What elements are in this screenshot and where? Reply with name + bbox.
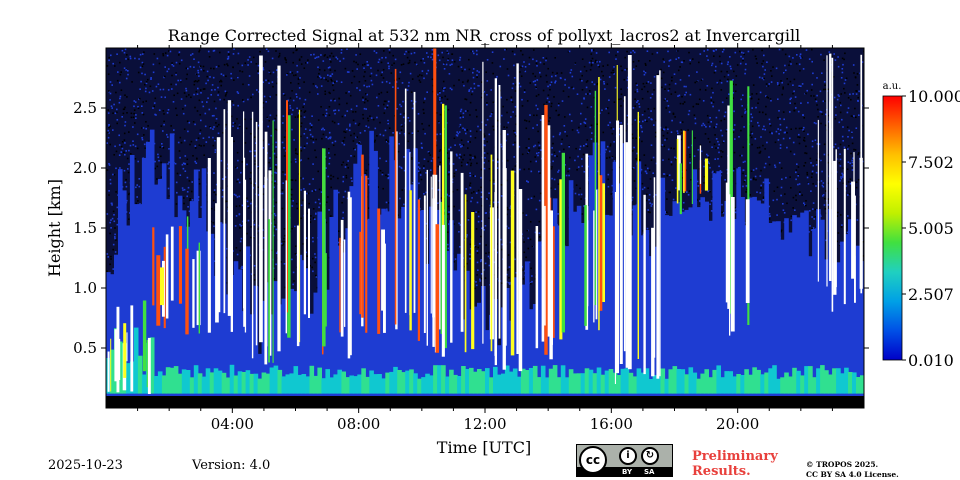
cloud-event-0 [107,300,151,394]
x-axis-label: Time [UTC] [437,438,531,457]
heatmap-layer [106,48,864,408]
x-tick-label: 08:00 [337,415,380,433]
axis-ticks: 04:00 08:00 12:00 16:00 20:00 0.5 1.0 1.5 2.0 2.5 [73,43,869,433]
preliminary-line-2: Results. [692,464,751,479]
y-tick-label: 2.0 [73,159,97,177]
cloud-event-5 [322,148,352,359]
x-tick-label: 20:00 [716,415,759,433]
by-label: BY [622,468,633,476]
x-tick-label: 04:00 [211,415,254,433]
colorbar-unit: a.u. [883,81,902,92]
cloud-event-9 [482,61,523,372]
chart-title: Range Corrected Signal at 532 nm NR_cros… [168,26,800,45]
y-tick-label: 0.5 [73,339,97,357]
cloud-event-4 [285,100,310,347]
preliminary-line-1: Preliminary [692,449,778,464]
y-tick-label: 1.0 [73,279,97,297]
cloud-event-10 [535,104,565,360]
colorbar-tick-label: 2.507 [908,285,954,304]
colorbar-tick-label: 10.000 [908,87,960,106]
cloud-event-14 [725,80,750,336]
colorbar-ticks: 0.010 2.507 5.005 7.502 10.000 [902,87,960,370]
copyright-notice: © TROPOS 2025. CC BY SA 4.0 License. [806,460,899,480]
copyright-line-2: CC BY SA 4.0 License. [806,470,899,479]
cloud-event-13 [676,130,709,215]
y-tick-label: 2.5 [73,99,97,117]
y-tick-label: 1.5 [73,219,97,237]
attribution-icon: i [619,447,637,465]
colorbar-gradient [882,95,903,361]
cc-license-badge: cc i ↻ BY SA [576,444,673,477]
cloud-event-7 [394,48,437,347]
colorbar-tick-label: 5.005 [908,219,954,238]
cloud-event-2 [207,100,247,333]
share-alike-icon: ↻ [641,447,659,465]
cloud-event-15 [817,53,863,312]
colorbar-tick-label: 7.502 [908,153,954,172]
sa-label: SA [644,468,655,476]
x-tick-label: 12:00 [463,415,506,433]
y-axis-label: Height [km] [45,179,64,277]
date-label: 2025-10-23 [48,458,123,473]
cloud-event-1 [152,216,201,335]
copyright-line-1: © TROPOS 2025. [806,460,879,469]
cloud-event-6 [359,154,386,334]
cloud-event-3 [251,55,281,365]
cloud-event-11 [584,77,605,331]
preliminary-notice: Preliminary Results. [692,449,778,479]
colorbar: a.u. 0.010 2.507 5.005 7.502 10.000 [882,81,960,370]
cloud-event-8 [434,103,475,357]
version-label: Version: 4.0 [192,458,271,473]
no-data-strip [106,396,864,408]
cc-icon: cc [579,446,607,474]
cloud-event-12 [614,55,661,384]
colorbar-tick-label: 0.010 [908,351,954,370]
plot-area [106,48,864,408]
x-tick-label: 16:00 [590,415,633,433]
